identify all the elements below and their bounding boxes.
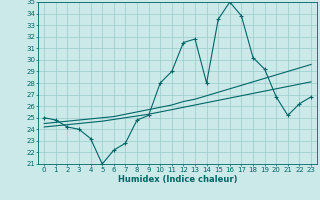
X-axis label: Humidex (Indice chaleur): Humidex (Indice chaleur): [118, 175, 237, 184]
